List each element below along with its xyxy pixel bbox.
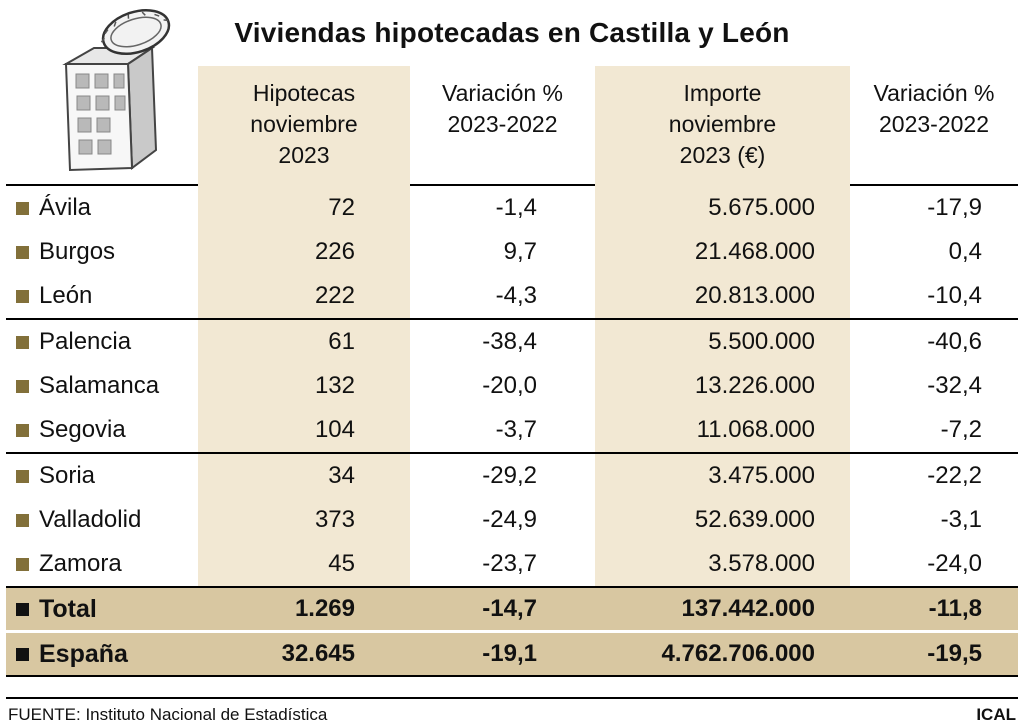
header-importe: Importe noviembre 2023 (€) [595, 66, 850, 196]
total-label: Total [39, 594, 97, 623]
row-bullet-icon [16, 379, 29, 393]
importe-value: 5.675.000 [595, 186, 850, 230]
importe-value: 11.068.000 [595, 408, 850, 452]
importe-value: 5.500.000 [595, 320, 850, 364]
table-row-segovia: Segovia 104 -3,7 11.068.000 -7,2 [6, 408, 1018, 454]
hipotecas-value: 104 [198, 408, 410, 452]
province-name: León [39, 282, 93, 309]
variacion-hipotecas-value: -14,7 [482, 595, 537, 622]
variacion-hipotecas-value: -38,4 [482, 328, 537, 355]
infographic: Viviendas hipotecadas en Castilla y León… [6, 0, 1018, 725]
variacion-importe-value: -3,1 [940, 506, 982, 533]
variacion-hipotecas-value: -19,1 [482, 640, 537, 667]
header-hipotecas: Hipotecas noviembre 2023 [198, 66, 410, 196]
variacion-importe-value: 0,4 [948, 238, 982, 265]
hipotecas-value: 32.645 [281, 640, 355, 667]
variacion-hipotecas-value: -29,2 [482, 462, 537, 489]
source-text: FUENTE: Instituto Nacional de Estadístic… [8, 705, 328, 724]
province-name: Soria [39, 462, 96, 489]
table-row-palencia: Palencia 61 -38,4 5.500.000 -40,6 [6, 320, 1018, 364]
table-row-leon: León 222 -4,3 20.813.000 -10,4 [6, 274, 1018, 320]
credit-text: ICAL [976, 705, 1016, 724]
row-bullet-icon [16, 469, 29, 483]
table-row-soria: Soria 34 -29,2 3.475.000 -22,2 [6, 454, 1018, 498]
footer-divider [6, 697, 1018, 699]
variacion-hipotecas-value: -1,4 [495, 194, 537, 221]
importe-value: 3.578.000 [595, 542, 850, 586]
province-name: Burgos [39, 238, 116, 265]
header-variacion-importe: Variación % 2023-2022 [873, 80, 995, 138]
page-title: Viviendas hipotecadas en Castilla y León [234, 17, 790, 48]
importe-value: 20.813.000 [595, 274, 850, 318]
variacion-importe-value: -11,8 [928, 595, 982, 622]
importe-value: 3.475.000 [595, 454, 850, 498]
variacion-importe-value: -10,4 [927, 282, 982, 309]
hipotecas-value: 45 [198, 542, 410, 586]
hipotecas-value: 1.269 [294, 595, 355, 622]
variacion-hipotecas-value: -3,7 [495, 416, 537, 443]
hipotecas-value: 61 [198, 320, 410, 364]
row-bullet-icon [16, 335, 29, 349]
footer: FUENTE: Instituto Nacional de Estadístic… [6, 699, 1018, 725]
variacion-hipotecas-value: 9,7 [503, 238, 537, 265]
hipotecas-value: 72 [198, 186, 410, 230]
table-row-salamanca: Salamanca 132 -20,0 13.226.000 -32,4 [6, 364, 1018, 408]
row-bullet-icon [16, 245, 29, 259]
variacion-importe-value: -22,2 [927, 462, 982, 489]
table-header-row: Hipotecas noviembre 2023 Variación % 202… [6, 66, 1018, 196]
province-name: Segovia [39, 416, 126, 443]
table-row-zamora: Zamora 45 -23,7 3.578.000 -24,0 [6, 542, 1018, 588]
importe-value: 4.762.706.000 [661, 640, 815, 667]
table-row-total: Total 1.269 -14,7 137.442.000 -11,8 [6, 588, 1018, 630]
province-name: Salamanca [39, 372, 160, 399]
variacion-importe-value: -40,6 [927, 328, 982, 355]
hipotecas-value: 222 [198, 274, 410, 318]
row-bullet-icon [16, 423, 29, 437]
province-name: Palencia [39, 328, 132, 355]
hipotecas-value: 373 [198, 498, 410, 542]
header-variacion-hipotecas: Variación % 2023-2022 [441, 80, 564, 138]
row-bullet-icon [16, 647, 29, 661]
province-name: Zamora [39, 550, 122, 577]
variacion-hipotecas-value: -24,9 [482, 506, 537, 533]
province-name: Ávila [39, 194, 92, 221]
row-bullet-icon [16, 602, 29, 616]
variacion-hipotecas-value: -4,3 [495, 282, 537, 309]
title-bar: Viviendas hipotecadas en Castilla y León [6, 0, 1018, 66]
variacion-importe-value: -19,5 [927, 640, 982, 667]
variacion-importe-value: -17,9 [927, 194, 982, 221]
importe-value: 137.442.000 [681, 595, 815, 622]
variacion-hipotecas-value: -20,0 [482, 372, 537, 399]
table-row-burgos: Burgos 226 9,7 21.468.000 0,4 [6, 230, 1018, 274]
row-bullet-icon [16, 513, 29, 527]
variacion-hipotecas-value: -23,7 [482, 550, 537, 577]
province-name: Valladolid [39, 506, 142, 533]
table-row-avila: Ávila 72 -1,4 5.675.000 -17,9 [6, 186, 1018, 230]
table-row-espana: España 32.645 -19,1 4.762.706.000 -19,5 [6, 633, 1018, 677]
building-coin-icon [62, 9, 171, 172]
totals-separator [6, 630, 1018, 633]
importe-value: 13.226.000 [595, 364, 850, 408]
variacion-importe-value: -24,0 [927, 550, 982, 577]
hipotecas-value: 34 [198, 454, 410, 498]
variacion-importe-value: -7,2 [940, 416, 982, 443]
hipotecas-value: 226 [198, 230, 410, 274]
row-bullet-icon [16, 289, 29, 303]
table-row-valladolid: Valladolid 373 -24,9 52.639.000 -3,1 [6, 498, 1018, 542]
importe-value: 21.468.000 [595, 230, 850, 274]
variacion-importe-value: -32,4 [927, 372, 982, 399]
row-bullet-icon [16, 201, 29, 215]
row-bullet-icon [16, 557, 29, 571]
total-label: España [39, 639, 128, 668]
importe-value: 52.639.000 [595, 498, 850, 542]
hipotecas-value: 132 [198, 364, 410, 408]
